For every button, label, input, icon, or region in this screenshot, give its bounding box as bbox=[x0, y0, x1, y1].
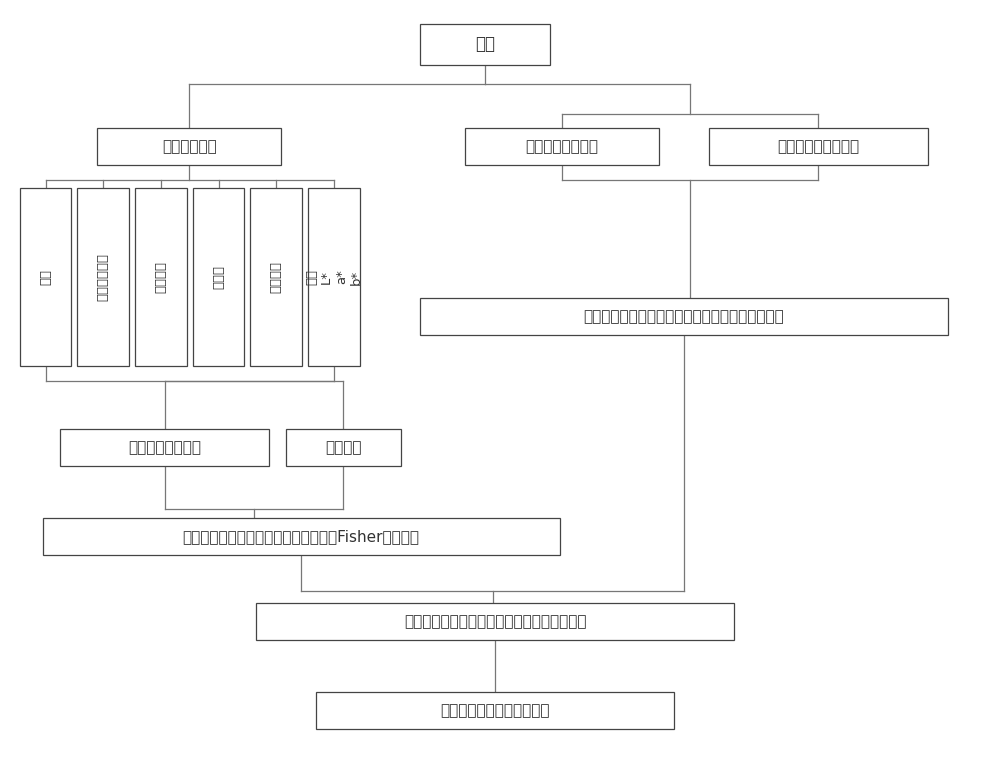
FancyBboxPatch shape bbox=[286, 429, 401, 466]
FancyBboxPatch shape bbox=[420, 24, 550, 65]
FancyBboxPatch shape bbox=[20, 188, 71, 366]
Text: 硬度: 硬度 bbox=[39, 269, 52, 285]
Text: 可溶性糖: 可溶性糖 bbox=[270, 261, 283, 293]
Text: 构建基于近红外光谱的关键品质指标定量预测模型: 构建基于近红外光谱的关键品质指标定量预测模型 bbox=[584, 309, 784, 324]
FancyBboxPatch shape bbox=[193, 188, 244, 366]
Text: 可滴定酸: 可滴定酸 bbox=[154, 261, 167, 293]
FancyBboxPatch shape bbox=[97, 128, 281, 165]
FancyBboxPatch shape bbox=[420, 298, 948, 335]
Text: 草莓: 草莓 bbox=[475, 36, 495, 54]
FancyBboxPatch shape bbox=[316, 692, 674, 729]
FancyBboxPatch shape bbox=[135, 188, 187, 366]
FancyBboxPatch shape bbox=[250, 188, 302, 366]
FancyBboxPatch shape bbox=[77, 188, 129, 366]
Text: 感官评价: 感官评价 bbox=[325, 440, 362, 455]
FancyBboxPatch shape bbox=[709, 128, 928, 165]
FancyBboxPatch shape bbox=[60, 429, 269, 466]
Text: 筛选关键品质指标: 筛选关键品质指标 bbox=[128, 440, 201, 455]
FancyBboxPatch shape bbox=[308, 188, 360, 366]
FancyBboxPatch shape bbox=[256, 603, 734, 640]
Text: 开发草莓品质等级检测软件: 开发草莓品质等级检测软件 bbox=[440, 703, 550, 718]
Text: 测定品质指标: 测定品质指标 bbox=[162, 139, 217, 154]
FancyBboxPatch shape bbox=[43, 518, 560, 555]
Text: 构建基于关键品质指标的草莓品质等级Fisher判别模型: 构建基于关键品质指标的草莓品质等级Fisher判别模型 bbox=[183, 529, 420, 544]
Text: 可溶性固形物: 可溶性固形物 bbox=[97, 253, 110, 301]
Text: 构建基于近红外光谱的草莓感官品质评价模型: 构建基于近红外光谱的草莓感官品质评价模型 bbox=[404, 614, 586, 629]
Text: 测定关键品质指标: 测定关键品质指标 bbox=[526, 139, 599, 154]
Text: 采集近红外光谱信息: 采集近红外光谱信息 bbox=[777, 139, 859, 154]
Text: 颜色
L*
a*
b*: 颜色 L* a* b* bbox=[305, 269, 363, 285]
Text: 糖酸比: 糖酸比 bbox=[212, 265, 225, 289]
FancyBboxPatch shape bbox=[465, 128, 659, 165]
